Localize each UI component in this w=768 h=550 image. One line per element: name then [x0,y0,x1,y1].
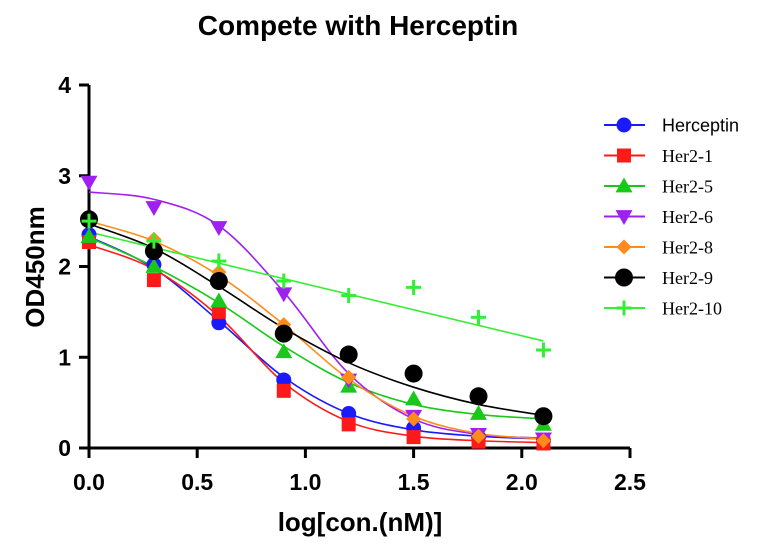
data-point-her2-1 [146,273,161,288]
data-point-her2-9 [339,345,358,364]
legend-item-her2-8: Her2-8 [604,238,713,258]
x-tick-label: 1.5 [398,469,430,495]
legend-marker-her2-8 [616,239,632,255]
legend-marker-herceptin [616,117,632,133]
legend-marker-her2-5 [615,177,633,193]
axes [87,85,630,450]
legend-label-her2-1: Her2-1 [662,146,713,166]
data-point-her2-6 [145,201,163,217]
data-point-her2-9 [469,387,488,406]
data-point-her2-10 [406,279,422,295]
data-markers [80,175,553,451]
data-point-her2-1 [211,304,226,319]
x-tick-label: 2.0 [506,469,538,495]
legend: Herceptin Her2-1 Her2-5 Her2-6 Her2-8 Her2-9 H… [604,116,739,319]
data-point-her2-10 [535,342,551,358]
data-point-her2-9 [274,324,293,343]
data-point-her2-5 [405,390,423,406]
y-tick-label: 4 [58,72,71,98]
data-point-her2-9 [144,242,163,261]
data-point-her2-10 [211,253,227,269]
legend-label-her2-8: Her2-8 [662,238,713,258]
x-tick-label: 0.0 [73,469,105,495]
fit-line-her2-1 [88,243,544,444]
data-point-herceptin [276,372,292,388]
data-point-her2-10 [276,273,292,289]
fit-line-her2-8 [88,220,544,440]
data-point-her2-10 [81,213,97,229]
x-tick-label: 0.5 [181,469,213,495]
data-point-her2-10 [146,233,162,249]
legend-label-herceptin: Herceptin [662,116,739,136]
y-tick-label: 2 [58,254,71,280]
fit-line-her2-10 [88,231,544,342]
legend-label-her2-6: Her2-6 [662,207,713,227]
data-point-her2-1 [276,383,291,398]
data-point-her2-6 [80,175,98,191]
y-tick-label: 3 [58,163,71,189]
data-point-her2-6 [210,221,228,236]
y-axis-label: OD450nm [20,206,50,327]
data-point-her2-8 [406,411,422,427]
data-point-her2-1 [406,430,421,445]
data-point-her2-10 [471,309,487,325]
legend-item-her2-9: Her2-9 [604,268,713,288]
legend-item-her2-1: Her2-1 [604,146,713,166]
tick-group: 0.0 0.5 1.0 1.5 2.0 2.5 0 1 2 3 4 [58,72,646,495]
y-tick-label: 1 [58,344,71,370]
data-point-her2-8 [341,369,357,385]
data-point-her2-10 [341,288,357,304]
legend-item-her2-5: Her2-5 [604,177,713,197]
y-tick-label: 0 [58,435,71,461]
legend-item-herceptin: Herceptin [604,116,739,136]
data-point-her2-5 [470,405,488,420]
x-tick-label: 1.0 [289,469,321,495]
data-point-her2-5 [145,258,163,273]
data-point-herceptin [211,315,227,331]
data-point-her2-1 [341,417,356,432]
data-point-herceptin [341,406,357,422]
fit-line-her2-6 [88,191,544,439]
legend-item-her2-10: Her2-10 [604,299,722,319]
legend-label-her2-5: Her2-5 [662,177,713,197]
x-tick-label: 2.5 [614,469,646,495]
data-point-her2-8 [471,428,487,444]
legend-marker-her2-1 [617,148,631,163]
data-point-her2-9 [404,364,423,383]
x-axis-label: log[con.(nM)] [278,507,443,537]
data-point-her2-5 [80,228,98,243]
data-point-her2-5 [210,292,228,308]
data-point-her2-5 [275,343,293,359]
data-point-her2-8 [535,433,551,449]
chart-title: Compete with Herceptin [198,10,518,41]
legend-marker-her2-6 [615,210,633,225]
legend-item-her2-6: Her2-6 [604,207,713,227]
legend-label-her2-10: Her2-10 [662,299,722,319]
data-point-her2-9 [534,407,553,426]
data-point-her2-9 [209,272,228,291]
legend-marker-her2-9 [615,268,633,287]
data-point-her2-6 [275,287,293,303]
legend-label-her2-9: Her2-9 [662,268,713,288]
legend-marker-her2-10 [616,300,632,316]
